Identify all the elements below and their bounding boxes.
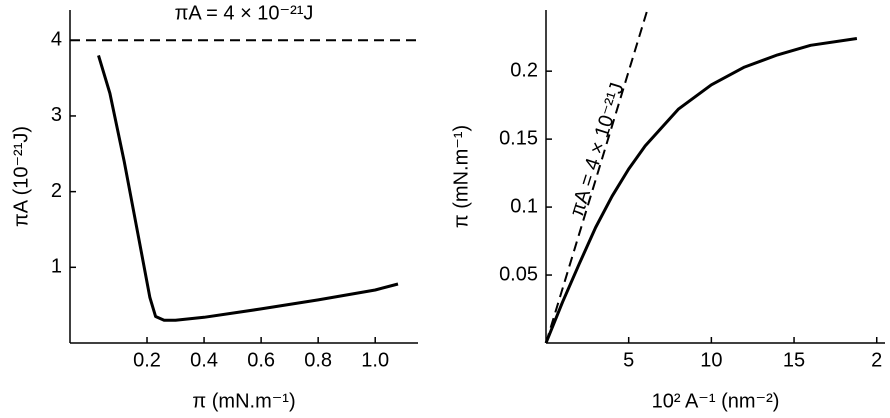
y-tick-label: 4 [51,29,62,51]
x-tick-label: 0.2 [133,349,161,371]
annotation: πA = 4 × 10⁻²¹J [175,2,314,24]
y-tick-label: 1 [51,256,62,278]
y-axis-label: πA (10⁻²¹J) [10,126,32,227]
y-axis-label: π (mN.m⁻¹) [450,125,472,228]
y-tick-label: 3 [51,104,62,126]
annotation: πA = 4 × 10⁻²¹J [566,80,629,219]
y-tick-label: 2 [51,180,62,202]
x-tick-label: 15 [783,349,805,371]
reference-line [545,11,648,344]
x-axis-label: π (mN.m⁻¹) [192,390,295,412]
x-tick-label: 2 [871,349,882,371]
x-tick-label: 0.6 [247,349,275,371]
x-tick-label: 1.0 [361,349,389,371]
data-line [544,37,858,344]
x-tick-label: 0.4 [190,349,218,371]
data-line [97,54,399,322]
y-tick-label: 0.1 [510,195,538,217]
x-tick-label: 10 [700,349,722,371]
x-tick-label: 0.8 [304,349,332,371]
y-tick-label: 0.05 [499,263,538,285]
x-axis-label: 10² A⁻¹ (nm⁻²) [652,390,780,412]
y-tick-label: 0.15 [499,127,538,149]
x-tick-label: 5 [623,349,634,371]
y-tick-label: 0.2 [510,59,538,81]
